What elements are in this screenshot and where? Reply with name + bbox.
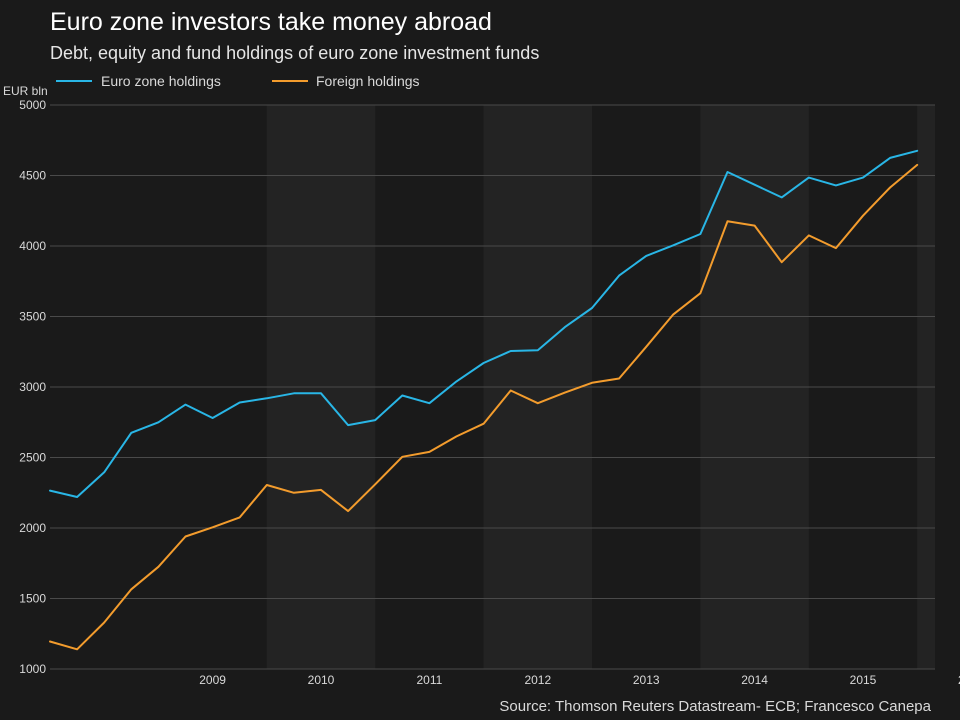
chart-subtitle: Debt, equity and fund holdings of euro z…	[50, 43, 539, 63]
legend: Euro zone holdings Foreign holdings	[56, 73, 420, 89]
y-tick-label: 1000	[19, 662, 46, 676]
legend-label-foreign: Foreign holdings	[316, 73, 420, 89]
gridlines	[50, 104, 935, 670]
y-tick-label: 1500	[19, 592, 46, 606]
series-line-euro-zone-holdings	[49, 149, 919, 498]
x-tick-label: 2009	[199, 673, 226, 687]
x-tick-label: 2012	[524, 673, 551, 687]
y-tick-label: 2500	[19, 451, 46, 465]
y-tick-label: 3500	[19, 310, 46, 324]
y-tick-label: 4000	[19, 239, 46, 253]
y-tick-label: 5000	[19, 98, 46, 112]
x-tick-label: 2014	[741, 673, 768, 687]
y-tick-label: 4500	[19, 169, 46, 183]
y-axis-ticks: 1000 1500 2000 2500 3000 3500 4000 4500 5000	[19, 98, 46, 676]
source-note: Source: Thomson Reuters Datastream- ECB;…	[499, 698, 931, 715]
y-unit-label: EUR bln	[3, 84, 48, 98]
chart-title: Euro zone investors take money abroad	[50, 8, 492, 36]
x-tick-label: 2010	[308, 673, 335, 687]
x-tick-label: 2016	[958, 673, 960, 687]
y-tick-label: 3000	[19, 380, 46, 394]
x-tick-label: 2013	[633, 673, 660, 687]
series-lines	[49, 149, 919, 651]
y-tick-label: 2000	[19, 521, 46, 535]
x-tick-label: 2011	[416, 673, 442, 687]
x-axis-ticks: 2009 2010 2011 2012 2013 2014 2015 2016	[199, 673, 960, 687]
series-line-foreign-holdings	[49, 163, 919, 651]
legend-label-euro-zone: Euro zone holdings	[101, 73, 221, 89]
x-tick-label: 2015	[850, 673, 877, 687]
